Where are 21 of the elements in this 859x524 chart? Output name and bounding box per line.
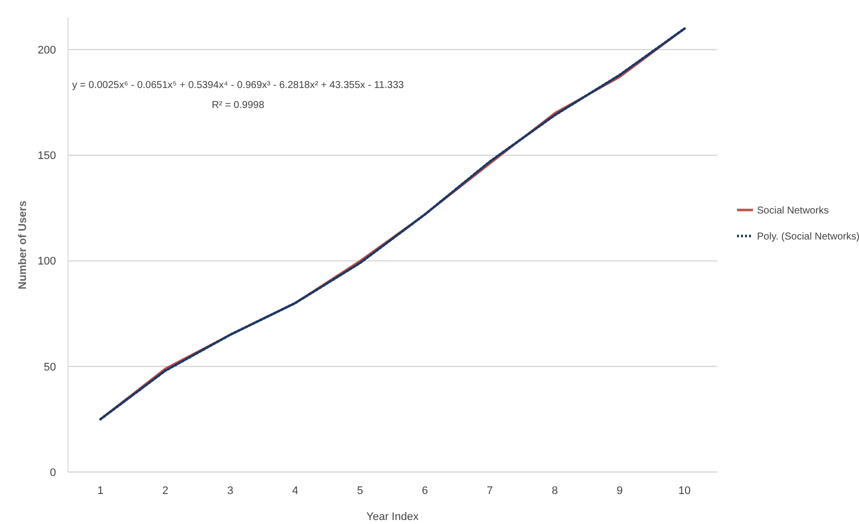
x-tick-label: 7 — [486, 485, 493, 497]
y-tick-label: 0 — [50, 466, 56, 479]
legend-label: Poly. (Social Networks) — [757, 232, 859, 242]
y-tick-label: 200 — [38, 44, 56, 57]
x-tick-label: 6 — [422, 485, 428, 497]
annotation: R² = 0.9998 — [212, 100, 265, 111]
x-tick-label: 9 — [616, 485, 623, 497]
x-tick-label: 4 — [292, 485, 298, 497]
x-tick-label: 5 — [356, 485, 364, 497]
y-tick-label: 150 — [38, 150, 56, 162]
x-tick-label: 1 — [97, 485, 104, 497]
x-tick-label: 10 — [678, 485, 691, 497]
y-tick-label: 50 — [44, 361, 56, 374]
annotation: y = 0.0025x⁶ - 0.0651x⁵ + 0.5394x⁴ - 0.969x³ - 6.2818x² + 43.355x - 11.333 — [72, 80, 404, 91]
x-tick-label: 8 — [552, 485, 558, 497]
x-tick-label: 2 — [162, 485, 168, 497]
y-tick-label: 100 — [38, 256, 56, 268]
x-tick-label: 3 — [227, 485, 234, 497]
x-axis-title: Year Index — [366, 511, 420, 523]
y-axis-title: Number of Users — [17, 200, 29, 290]
legend-label: Social Networks — [757, 206, 829, 216]
